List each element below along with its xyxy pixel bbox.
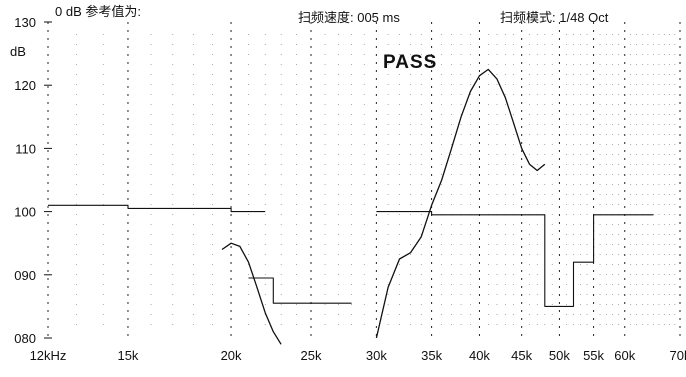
x-tick-label: 60k [614, 348, 635, 363]
y-axis-unit-label: dB [10, 44, 26, 59]
label-layer: 12kHz 15k 20k 25k 30k 35k 40k 45k 50k 55k 60k 70k 13… [14, 15, 686, 363]
y-tick-label: 100 [14, 205, 36, 220]
x-tick-label: 40k [469, 348, 490, 363]
y-tick-label: 090 [14, 268, 36, 283]
tolerance-mask-line [48, 204, 266, 213]
x-tick-label: 15k [117, 348, 138, 363]
tolerance-mask-line [248, 277, 352, 304]
x-tick-label: 25k [301, 348, 322, 363]
measured-response-curve [375, 68, 546, 339]
y-tick-label: 080 [14, 331, 36, 346]
pass-status: PASS [383, 52, 437, 73]
x-tick-label: 70k [670, 348, 686, 363]
x-tick-label: 12kHz [30, 348, 67, 363]
tolerance-mask-line [376, 211, 654, 307]
measured-response-curve [221, 242, 282, 345]
x-tick-label: 55k [583, 348, 604, 363]
sweep-speed-label: 扫频速度: 005 ms [298, 10, 400, 25]
x-tick-label: 30k [366, 348, 387, 363]
grid-layer [44, 21, 681, 339]
x-tick-label: 20k [221, 348, 242, 363]
x-tick-label: 45k [511, 348, 532, 363]
y-tick-label: 130 [14, 15, 36, 30]
series-layer [48, 68, 654, 345]
y-tick-label: 110 [15, 141, 36, 156]
x-tick-label: 50k [549, 348, 570, 363]
sweep-mode-label: 扫频模式: 1/48 Oct [500, 10, 609, 25]
reference-label: 0 dB 参考值为: [55, 4, 141, 19]
x-tick-label: 35k [421, 348, 442, 363]
y-tick-label: 120 [14, 78, 36, 93]
